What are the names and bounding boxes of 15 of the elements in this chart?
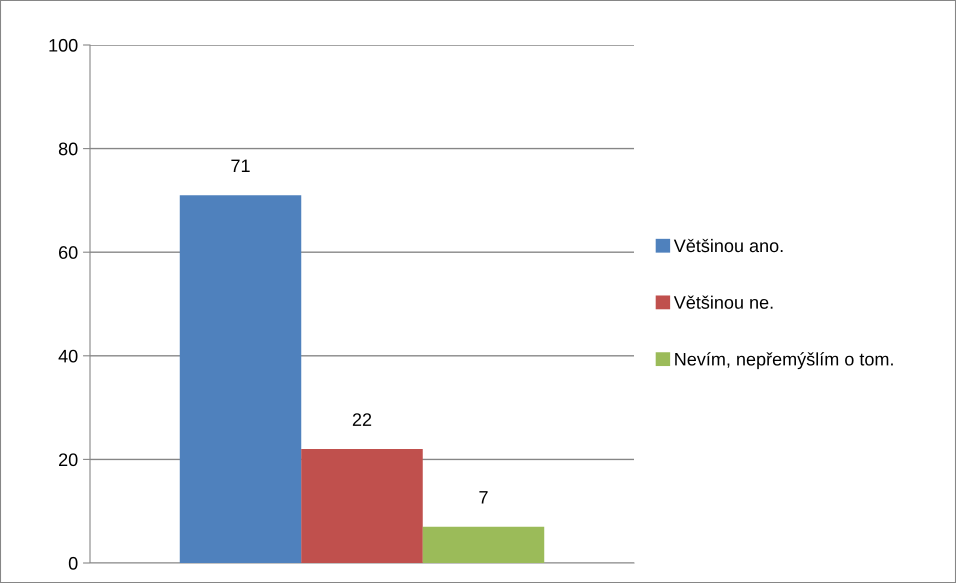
bar [422,526,544,563]
data-label: 22 [352,413,372,426]
y-tick-label: 20 [59,453,78,466]
y-tick-label: 100 [49,38,78,52]
bar [301,449,423,563]
y-tick-label: 60 [59,246,78,259]
y-tick-label: 40 [58,350,78,363]
legend-label: Většinou ano. [674,238,783,252]
data-label: 71 [231,160,250,172]
legend-label: Většinou ne. [674,296,772,309]
legend-label: Nevím, nepřemýšlím o tom. [675,352,893,370]
y-tick-label: 0 [68,556,78,570]
y-tick-label: 80 [58,142,78,156]
data-label: 7 [479,491,488,504]
bar [180,195,302,563]
